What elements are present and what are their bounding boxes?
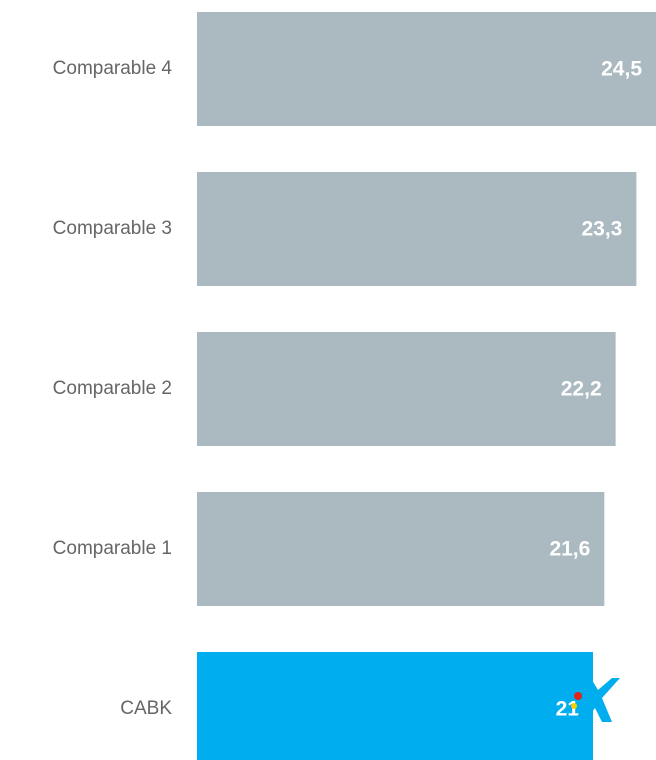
bars-group [197,12,656,760]
category-label-cabk: CABK [120,698,172,719]
value-label-cabk: 21 [556,698,580,721]
value-label-comparable-2: 22,2 [561,378,602,401]
value-label-comparable-3: 23,3 [581,218,622,241]
bar-comparable-2 [197,332,616,446]
category-label-comparable-1: Comparable 1 [53,538,172,559]
bar-comparable-3 [197,172,637,286]
category-label-comparable-2: Comparable 2 [53,378,172,399]
category-labels-group: Comparable 4 Comparable 3 Comparable 2 Comp… [53,58,173,719]
bar-cabk [197,652,593,760]
caixabank-star-icon [571,678,620,722]
bar-comparable-4 [197,12,656,126]
category-label-comparable-3: Comparable 3 [53,218,172,239]
category-label-comparable-4: Comparable 4 [53,58,173,79]
value-label-comparable-4: 24,5 [601,58,642,81]
bar-comparable-1 [197,492,605,606]
value-label-comparable-1: 21,6 [549,538,590,561]
value-labels-group: 24,5 23,3 22,2 21,6 21 [549,58,642,721]
